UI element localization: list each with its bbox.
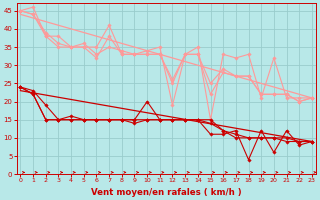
X-axis label: Vent moyen/en rafales ( km/h ): Vent moyen/en rafales ( km/h ) — [91, 188, 242, 197]
